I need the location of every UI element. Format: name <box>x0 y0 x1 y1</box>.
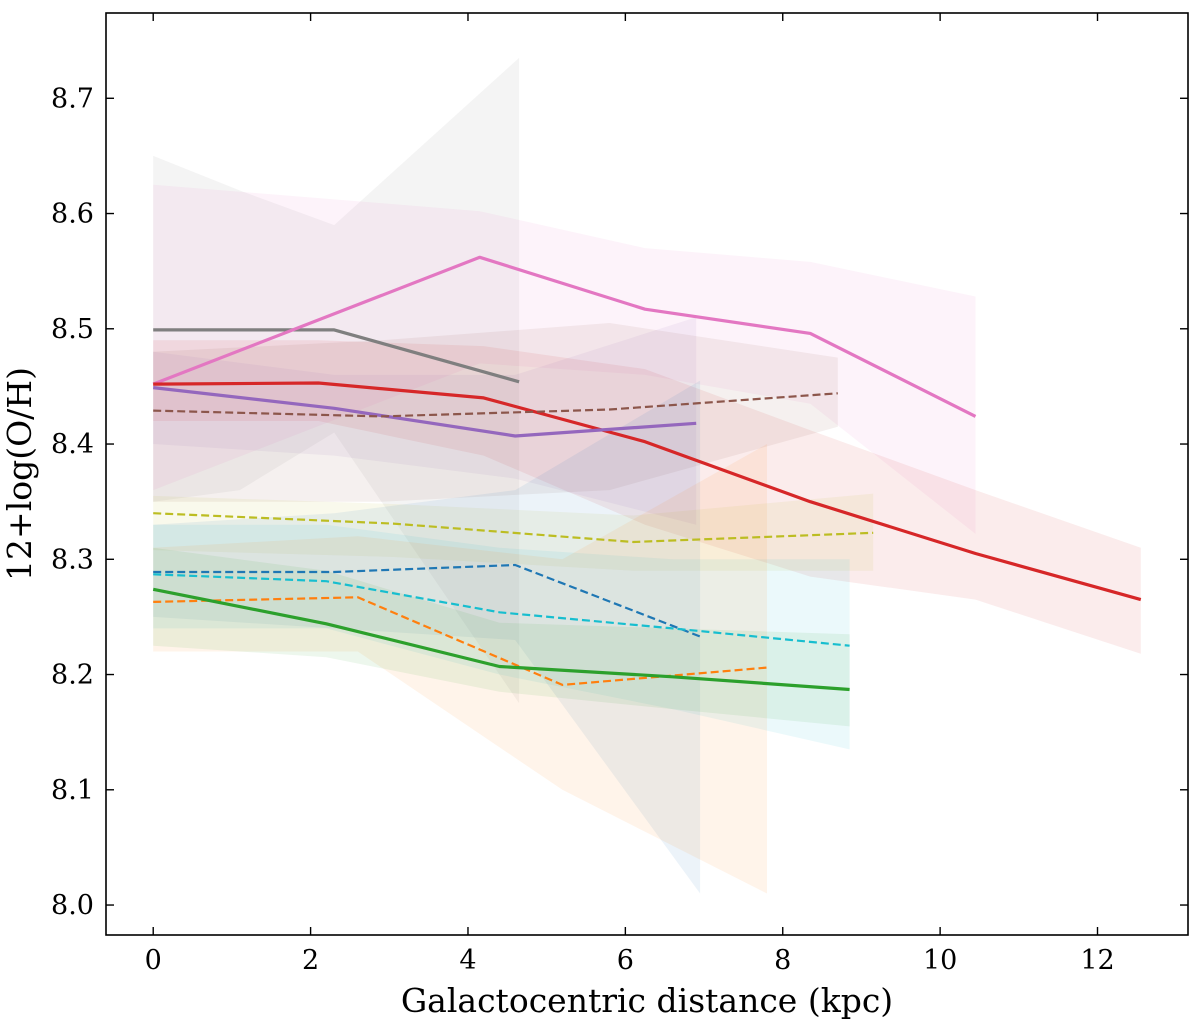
y-axis-label: 12+log(O/H) <box>0 367 39 581</box>
line-pink <box>152 255 977 418</box>
y-tick-label: 8.1 <box>51 775 94 806</box>
x-tick-label: 6 <box>617 945 634 976</box>
y-tick-label: 8.6 <box>51 199 94 230</box>
line-gray <box>153 328 520 384</box>
x-tick-label: 10 <box>923 945 957 976</box>
x-tick-label: 0 <box>145 945 162 976</box>
y-tick-label: 8.3 <box>51 544 94 575</box>
line-red <box>153 381 1142 602</box>
band-gray <box>153 57 520 704</box>
band-blue <box>153 380 701 894</box>
line-cyan <box>153 573 850 647</box>
x-tick-label: 2 <box>302 945 319 976</box>
y-axis-ticks: 8.0 8.1 8.2 8.3 8.4 8.5 8.6 8.7 <box>51 83 1188 921</box>
line-brown <box>153 392 838 418</box>
band-green <box>153 547 850 727</box>
x-axis-ticks: 0 2 4 6 8 10 12 <box>145 13 1115 976</box>
x-tick-label: 12 <box>1080 945 1114 976</box>
line-olive <box>153 512 874 544</box>
x-axis-label: Galactocentric distance (kpc) <box>401 981 893 1020</box>
uncertainty-bands <box>153 57 1141 894</box>
y-tick-label: 8.7 <box>51 83 94 114</box>
y-tick-label: 8.5 <box>51 314 94 345</box>
x-tick-label: 4 <box>459 945 476 976</box>
y-tick-label: 8.2 <box>51 660 94 691</box>
x-tick-label: 8 <box>774 945 791 976</box>
y-tick-label: 8.4 <box>51 429 94 460</box>
line-purple <box>153 386 697 438</box>
series-lines <box>152 255 1142 692</box>
band-orange <box>153 444 767 894</box>
line-blue <box>153 563 701 638</box>
plot-frame <box>105 12 1189 936</box>
y-tick-label: 8.0 <box>51 890 94 921</box>
band-pink <box>153 184 976 534</box>
line-green <box>152 587 850 692</box>
